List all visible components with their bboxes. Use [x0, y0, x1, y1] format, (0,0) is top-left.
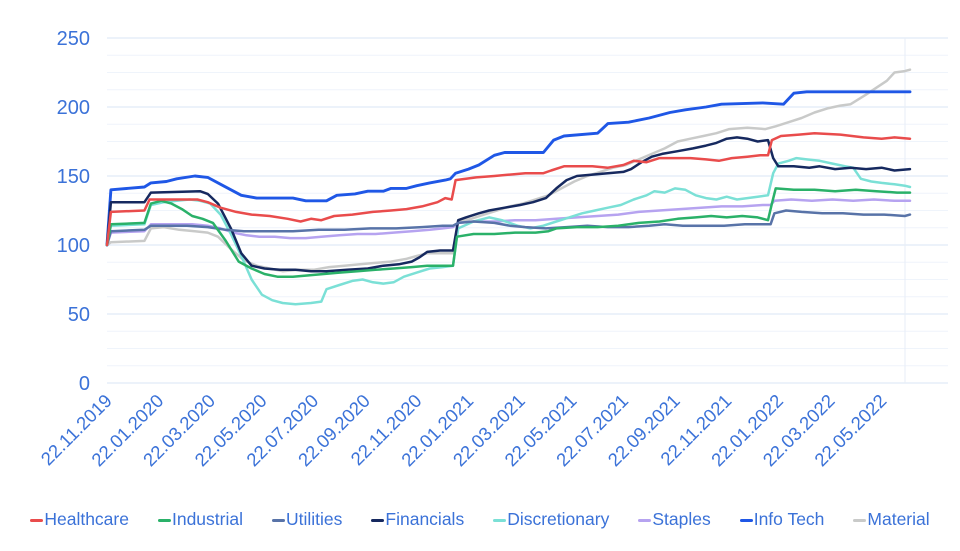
legend-dash-staples	[638, 518, 652, 522]
legend-label-financials: Financials	[385, 509, 465, 530]
series-line-utilities	[105, 209, 912, 247]
y-tick-label: 50	[68, 304, 90, 326]
legend-item-utilities[interactable]: Utilities	[272, 511, 342, 529]
legend-dash-info-tech	[739, 518, 753, 522]
legend-item-discretionary[interactable]: Discretionary	[493, 511, 609, 529]
legend-dash-financials	[371, 518, 385, 522]
series-line-financials	[105, 136, 912, 273]
legend-label-material: Material	[867, 509, 930, 530]
legend-item-industrial[interactable]: Industrial	[157, 509, 243, 530]
legend-dash-discretionary	[493, 518, 507, 522]
series-lines	[105, 68, 912, 306]
y-tick-label: 250	[57, 28, 90, 50]
chart-legend: Healthcare Industrial Utilities Financials D…	[0, 504, 960, 536]
legend-item-financials[interactable]: Financials	[371, 511, 464, 529]
legend-item-healthcare[interactable]: Healthcare	[30, 511, 129, 529]
y-axis-labels: 0 50 100 150 200 250	[57, 28, 90, 395]
legend-dash-healthcare	[30, 518, 44, 522]
y-tick-label: 100	[57, 235, 90, 257]
legend-dash-industrial	[157, 518, 171, 522]
legend-item-info-tech[interactable]: Info Tech	[739, 509, 825, 530]
x-axis-labels: 22.11.201922.01.202022.03.202022.05.2020…	[36, 390, 890, 470]
series-line-material	[105, 68, 912, 273]
legend-item-material[interactable]: Material	[853, 509, 930, 530]
legend-dash-utilities	[272, 518, 285, 522]
y-tick-label: 0	[79, 373, 90, 395]
y-tick-label: 150	[57, 166, 90, 188]
legend-label-industrial: Industrial	[171, 509, 243, 530]
series-line-industrial	[105, 187, 912, 278]
legend-label-info-tech: Info Tech	[753, 509, 825, 530]
legend-label-utilities: Utilities	[286, 509, 343, 530]
legend-label-staples: Staples	[652, 509, 711, 530]
legend-label-healthcare: Healthcare	[44, 509, 129, 530]
series-line-healthcare	[105, 131, 912, 247]
legend-item-staples[interactable]: Staples	[638, 509, 711, 530]
legend-dash-material	[853, 518, 867, 522]
y-tick-label: 200	[57, 97, 90, 119]
series-line-info-tech	[105, 90, 912, 247]
gridlines-major	[107, 37, 948, 384]
sector-performance-chart: 0 50 100 150 200 250 22.11.201922.01.202022.03…	[36, 28, 948, 470]
legend-label-discretionary: Discretionary	[507, 509, 610, 530]
